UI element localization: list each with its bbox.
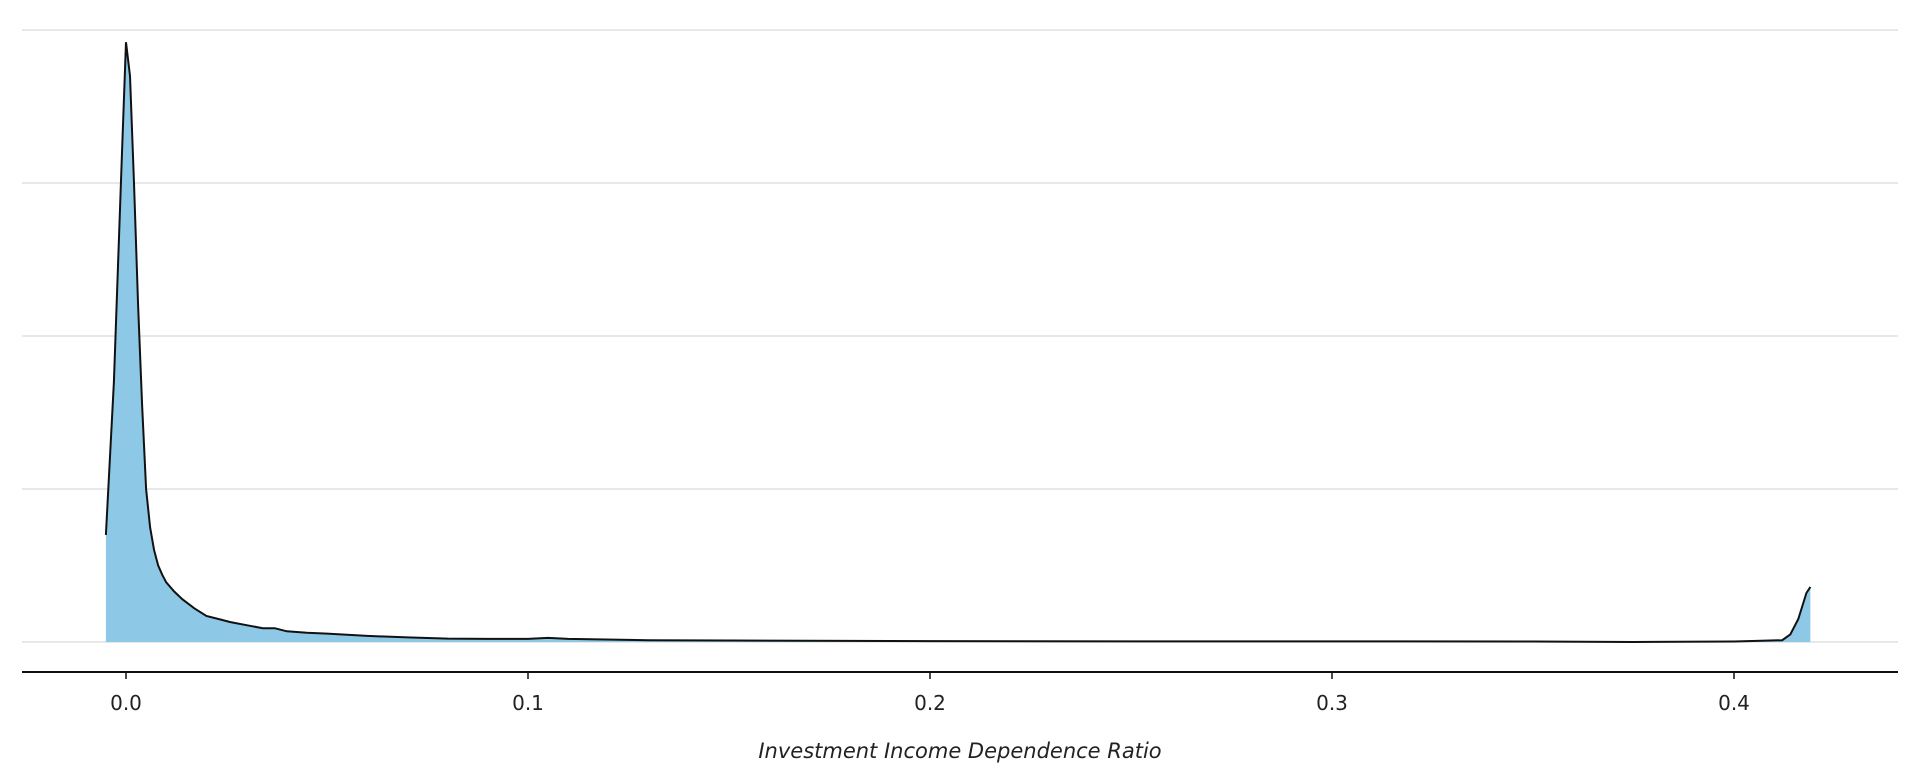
x-axis-title: Investment Income Dependence Ratio [758, 739, 1161, 763]
x-tick-label: 0.1 [512, 691, 544, 715]
x-tick-label: 0.0 [110, 691, 142, 715]
density-line [104, 42, 1812, 644]
density-area [105, 42, 1811, 642]
x-axis-ticks: 0.0 0.1 0.2 0.3 0.4 [110, 672, 1750, 715]
x-tick-label: 0.4 [1718, 691, 1750, 715]
gridlines [22, 29, 1898, 643]
x-tick-label: 0.2 [914, 691, 946, 715]
x-tick-label: 0.3 [1316, 691, 1348, 715]
density-plot [104, 42, 1812, 644]
